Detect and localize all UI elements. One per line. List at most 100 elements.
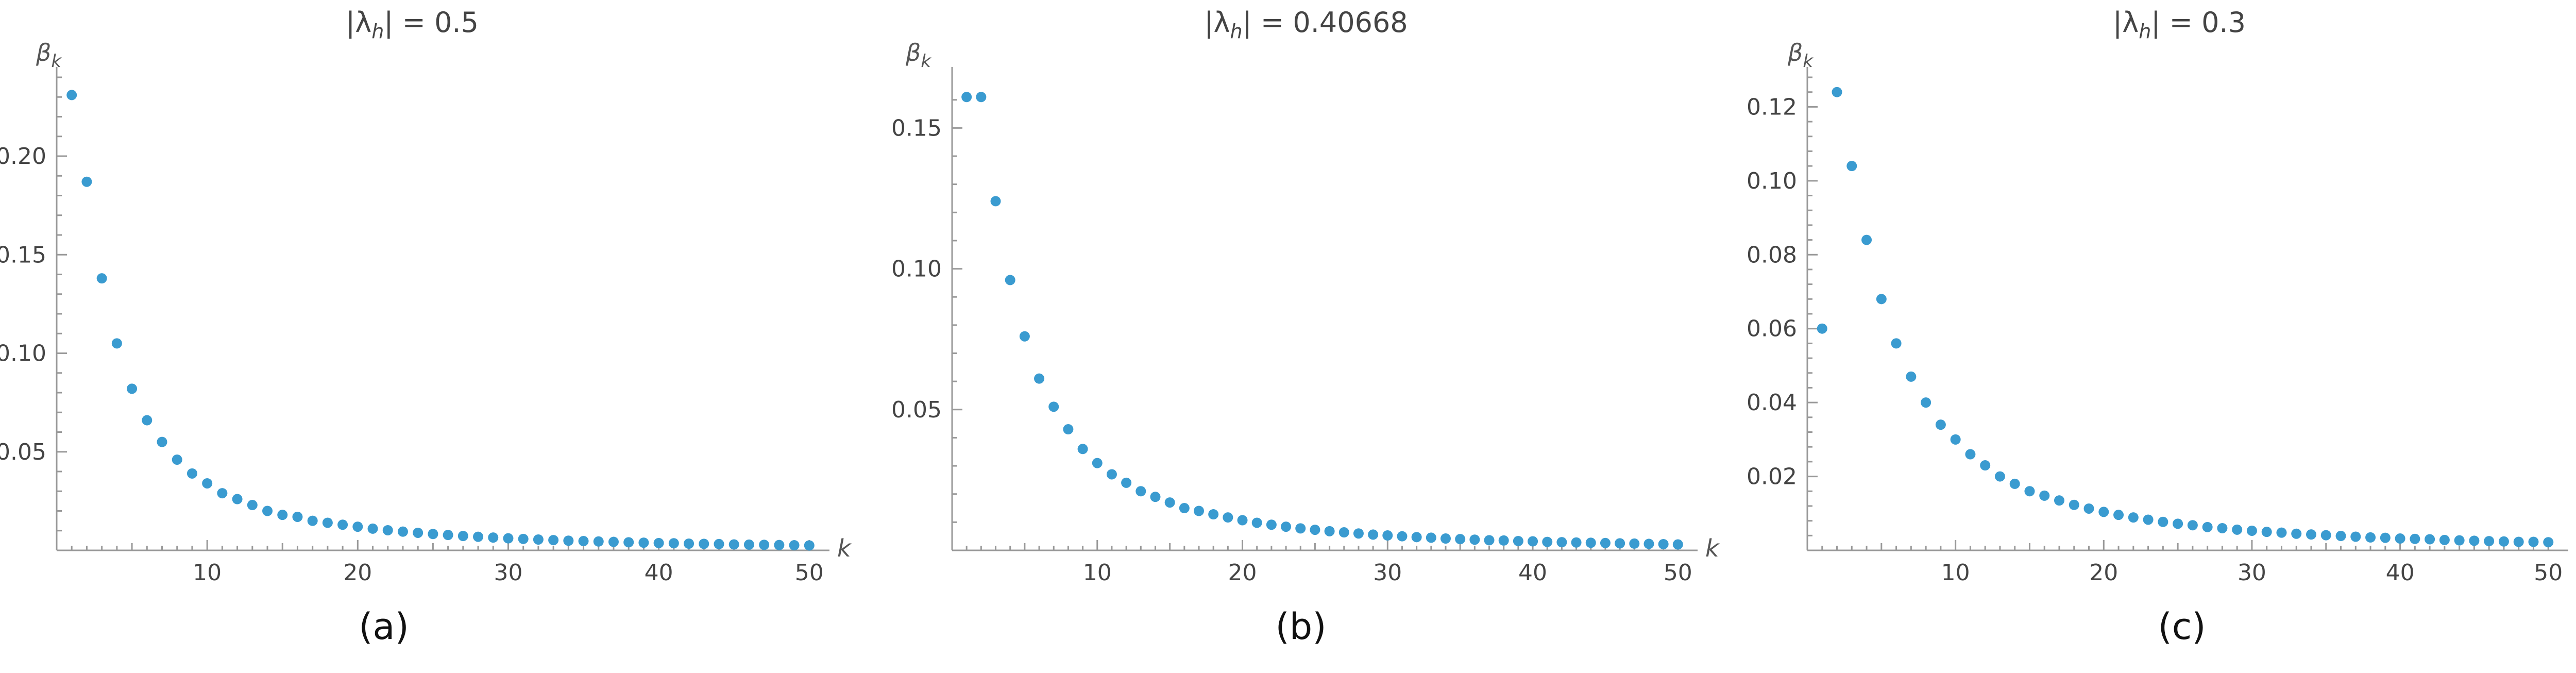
x-tick-label: 10: [193, 560, 222, 586]
y-tick-label: 0.10: [891, 256, 942, 282]
data-point: [2128, 512, 2139, 523]
data-point: [413, 527, 423, 538]
y-tick-label: 0.10: [1747, 168, 1797, 194]
data-point: [976, 92, 987, 103]
data-point: [743, 539, 754, 550]
data-point: [1092, 458, 1103, 468]
data-point: [1338, 527, 1349, 538]
panel-label: (c): [2158, 605, 2206, 648]
data-point: [2454, 535, 2465, 546]
x-tick-label: 50: [2534, 560, 2563, 586]
data-point: [1048, 401, 1059, 412]
y-tick-label: 0.15: [891, 115, 942, 141]
data-point: [2350, 531, 2361, 542]
chart-title: |λh| = 0.3: [2113, 6, 2246, 43]
data-point: [1556, 537, 1567, 548]
data-point: [699, 539, 709, 549]
data-point: [1600, 537, 1611, 548]
y-tick-label: 0.06: [1747, 316, 1797, 342]
data-point: [1891, 338, 1902, 349]
data-point: [593, 536, 604, 547]
y-tick-label: 0.15: [0, 242, 46, 268]
data-point: [1861, 234, 1872, 245]
x-tick-label: 20: [1228, 560, 1257, 586]
data-point: [2054, 495, 2064, 506]
data-point: [1368, 529, 1379, 540]
data-point: [1426, 532, 1436, 543]
data-point: [578, 536, 589, 547]
x-tick-label: 40: [645, 560, 673, 586]
data-point: [1498, 535, 1509, 546]
data-point: [1585, 537, 1596, 548]
y-tick-label: 0.05: [891, 397, 942, 423]
data-point: [2410, 533, 2420, 544]
x-tick-label: 50: [795, 560, 824, 586]
data-point: [187, 468, 197, 479]
x-tick-label: 20: [2089, 560, 2118, 586]
y-tick-label: 0.04: [1747, 390, 1797, 416]
data-point: [774, 540, 785, 550]
data-point: [2513, 536, 2524, 547]
data-point: [2039, 490, 2050, 501]
data-point: [638, 537, 649, 548]
data-point: [277, 510, 288, 520]
data-point: [1629, 538, 1640, 549]
chart-panel-c: 10203040500.020.040.060.080.100.12βkk|λh…: [1747, 6, 2568, 648]
data-point: [1353, 528, 1364, 539]
data-point: [322, 517, 333, 528]
data-point: [2232, 524, 2243, 535]
data-point: [1251, 517, 1262, 528]
data-point: [2217, 523, 2228, 533]
data-point: [714, 539, 724, 549]
data-point: [1266, 519, 1277, 530]
data-point: [1005, 275, 1015, 285]
data-point: [66, 90, 77, 100]
chart-title: |λh| = 0.5: [346, 6, 479, 43]
x-tick-label: 30: [494, 560, 522, 586]
data-point: [1150, 492, 1161, 502]
x-tick-label: 30: [1373, 560, 1402, 586]
data-point: [653, 537, 664, 548]
data-point: [352, 521, 363, 532]
x-axis-label: k: [837, 534, 852, 562]
data-point: [488, 532, 499, 543]
data-point: [2469, 535, 2480, 546]
data-point: [2528, 536, 2539, 547]
data-point: [1164, 497, 1175, 508]
data-point: [2543, 537, 2554, 548]
data-point: [2024, 486, 2035, 497]
data-point: [2113, 510, 2124, 520]
data-point: [81, 176, 92, 187]
data-point: [1994, 471, 2005, 482]
data-point: [1658, 539, 1669, 549]
data-point: [2098, 507, 2109, 517]
y-axis-label: βk: [36, 39, 62, 72]
data-point: [2187, 520, 2198, 531]
data-point: [1223, 512, 1233, 523]
data-point: [2335, 531, 2346, 542]
data-point: [473, 531, 484, 542]
y-tick-label: 0.02: [1747, 464, 1797, 490]
data-point: [2069, 499, 2079, 510]
data-point: [1513, 535, 1523, 546]
data-point: [142, 415, 152, 426]
data-point: [804, 540, 815, 551]
chart-panel-a: 10 20 30 40 50 0.05 0.10 0.15 0.20 βk k |λh| = 0.5 (…: [0, 6, 852, 648]
data-point: [2484, 536, 2495, 547]
data-point: [1208, 509, 1219, 520]
data-point: [2261, 527, 2272, 537]
data-point: [2365, 532, 2376, 543]
data-point: [1571, 537, 1582, 548]
data-point: [2425, 534, 2435, 545]
data-point: [1672, 539, 1683, 550]
data-point: [2173, 518, 2183, 529]
data-point: [503, 533, 514, 544]
data-point: [1310, 525, 1320, 535]
data-point: [292, 511, 303, 522]
x-tick-label: 10: [1941, 560, 1970, 586]
data-point: [232, 494, 243, 504]
data-point: [96, 273, 107, 284]
data-point: [608, 536, 619, 547]
data-point: [2439, 534, 2450, 545]
